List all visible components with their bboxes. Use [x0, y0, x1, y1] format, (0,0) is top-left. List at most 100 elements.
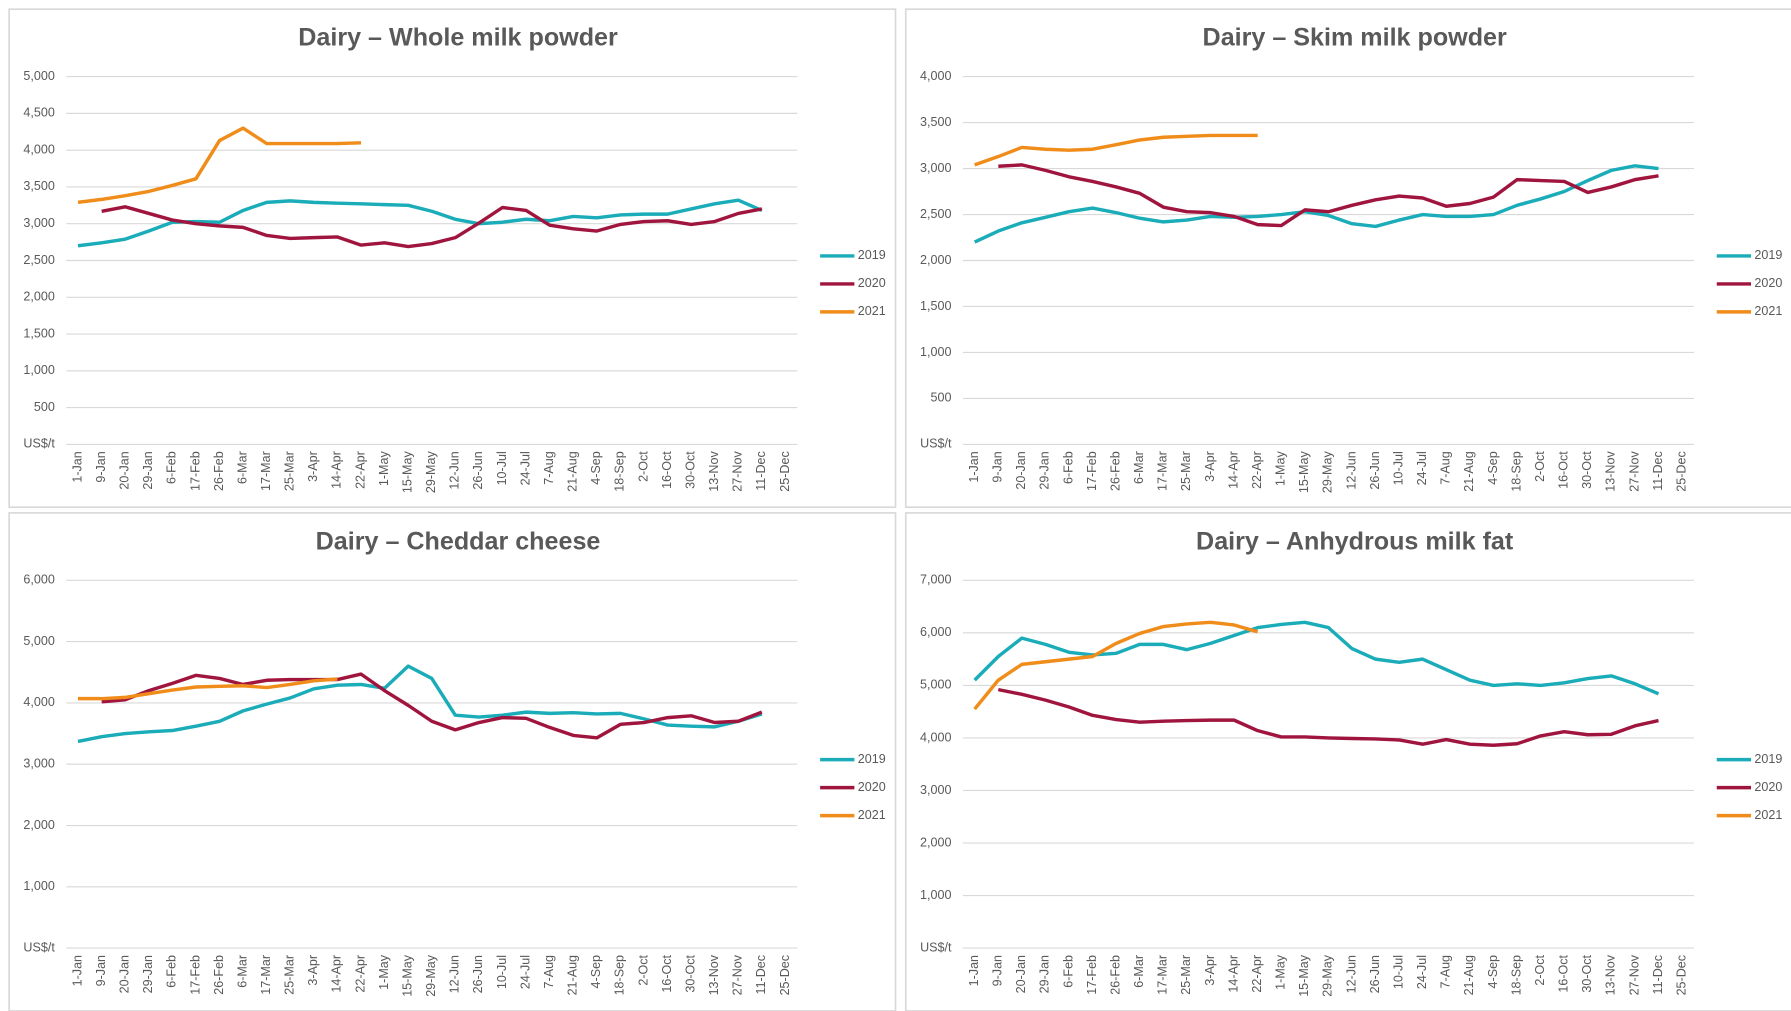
x-tick-label: 2-Oct [636, 954, 650, 985]
y-tick-label: 2,000 [23, 290, 54, 304]
x-tick-label: 1-Jan [70, 955, 84, 986]
y-tick-label: 4,000 [23, 142, 54, 156]
x-tick-label: 16-Oct [660, 954, 674, 992]
x-tick-label: 1-May [1274, 954, 1288, 990]
y-tick-label: 1,000 [920, 888, 951, 902]
y-tick-label: 2,500 [23, 253, 54, 267]
x-tick-label: 11-Dec [754, 451, 768, 491]
x-tick-label: 20-Jan [1014, 451, 1028, 489]
x-tick-label: 29-May [424, 451, 438, 494]
x-tick-label: 25-Mar [1179, 955, 1193, 995]
x-tick-label: 29-May [1321, 954, 1335, 997]
y-tick-label: 4,000 [920, 730, 951, 744]
y-tick-label: 2,500 [920, 207, 951, 221]
legend-label: 2020 [1754, 276, 1782, 290]
x-tick-label: 29-May [1321, 451, 1335, 494]
legend-label: 2019 [1754, 248, 1782, 262]
x-tick-label: 14-Apr [330, 955, 344, 993]
y-tick-label: 6,000 [920, 625, 951, 639]
y-tick-label: 3,000 [920, 161, 951, 175]
x-tick-label: 29-Jan [141, 955, 155, 993]
x-tick-label: 26-Jun [1368, 955, 1382, 993]
x-tick-label: 3-Apr [306, 451, 320, 482]
x-tick-label: 1-Jan [70, 451, 84, 482]
x-tick-label: 3-Apr [1203, 451, 1217, 482]
x-tick-label: 26-Jun [471, 451, 485, 489]
x-tick-label: 2-Oct [1533, 954, 1547, 985]
legend-label: 2019 [858, 752, 886, 766]
panel-border [8, 8, 897, 509]
x-tick-label: 9-Jan [991, 955, 1005, 986]
chart-title: Dairy – Skim milk powder [1203, 24, 1507, 52]
x-tick-label: 4-Sep [1486, 451, 1500, 485]
x-tick-label: 26-Feb [1108, 451, 1122, 491]
x-tick-label: 4-Sep [589, 955, 603, 989]
x-tick-label: 12-Jun [1344, 955, 1358, 993]
legend-label: 2021 [858, 304, 886, 318]
x-tick-label: 6-Mar [235, 451, 249, 484]
x-tick-label: 21-Aug [1462, 955, 1476, 995]
y-tick-label: 2,000 [920, 253, 951, 267]
x-tick-label: 13-Nov [707, 954, 721, 995]
x-tick-label: 1-May [377, 451, 391, 487]
legend-label: 2019 [858, 248, 886, 262]
legend-label: 2021 [858, 808, 886, 822]
x-tick-label: 9-Jan [991, 451, 1005, 482]
x-tick-label: 30-Oct [1580, 954, 1594, 992]
y-tick-label: 5,000 [23, 69, 54, 83]
x-tick-label: 6-Feb [165, 451, 179, 484]
y-tick-label: 7,000 [920, 573, 951, 587]
x-tick-label: 17-Feb [1085, 955, 1099, 995]
x-tick-label: 22-Apr [1250, 451, 1264, 489]
x-tick-label: 25-Dec [778, 955, 792, 995]
x-tick-label: 25-Dec [778, 451, 792, 491]
y-tick-label: 3,500 [920, 115, 951, 129]
x-tick-label: 7-Aug [542, 451, 556, 485]
x-tick-label: 29-Jan [1038, 955, 1052, 993]
chart-panel: Dairy – Whole milk powder US$/t 500 1,000 1,… [8, 8, 897, 509]
panel-border [8, 512, 897, 1011]
series-line [101, 672, 763, 740]
y-tick-label: 3,500 [23, 179, 54, 193]
y-tick-label: 6,000 [23, 573, 54, 587]
y-tick-label: 500 [931, 391, 952, 405]
y-tick-label: 1,500 [23, 326, 54, 340]
x-tick-label: 18-Sep [1509, 451, 1523, 491]
legend-label: 2020 [858, 276, 886, 290]
x-tick-label: 11-Dec [1651, 955, 1665, 995]
x-tick-label: 29-Jan [141, 451, 155, 489]
x-tick-label: 18-Sep [613, 955, 627, 995]
x-tick-label: 25-Mar [283, 451, 297, 491]
y-tick-label: 500 [34, 400, 55, 414]
x-tick-label: 30-Oct [1580, 451, 1594, 489]
x-tick-label: 27-Nov [1627, 451, 1641, 492]
x-tick-label: 7-Aug [542, 955, 556, 989]
x-tick-label: 1-May [377, 954, 391, 990]
y-tick-label: 1,000 [23, 363, 54, 377]
y-tick-label: US$/t [23, 940, 55, 954]
y-tick-label: 1,000 [920, 345, 951, 359]
y-tick-label: 2,000 [23, 818, 54, 832]
series-line [997, 687, 1659, 747]
x-tick-label: 10-Jul [1391, 955, 1405, 989]
y-tick-label: 3,000 [920, 783, 951, 797]
x-tick-label: 15-May [400, 954, 414, 997]
x-tick-label: 11-Dec [754, 955, 768, 995]
series-line [77, 126, 362, 205]
x-tick-label: 17-Mar [259, 451, 273, 491]
panel-border [904, 8, 1791, 509]
y-tick-label: 4,000 [23, 695, 54, 709]
series-line [973, 164, 1659, 244]
x-tick-label: 1-Jan [967, 451, 981, 482]
x-tick-label: 6-Feb [1061, 955, 1075, 988]
x-tick-label: 25-Mar [283, 955, 297, 995]
x-tick-label: 2-Oct [636, 451, 650, 482]
series-line [77, 664, 763, 744]
series-line [973, 620, 1660, 696]
x-tick-label: 15-May [400, 451, 414, 494]
x-tick-label: 27-Nov [731, 954, 745, 995]
x-tick-label: 9-Jan [94, 451, 108, 482]
x-tick-label: 29-Jan [1038, 451, 1052, 489]
x-tick-label: 17-Feb [1085, 451, 1099, 491]
